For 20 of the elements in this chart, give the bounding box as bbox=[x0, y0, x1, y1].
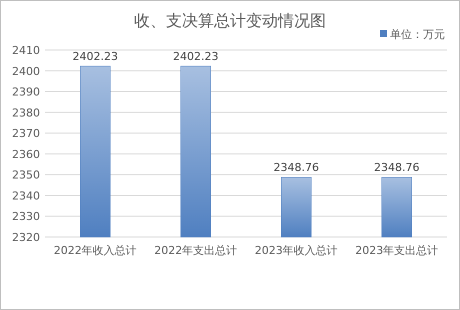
y-tick-label: 2400 bbox=[12, 64, 40, 78]
y-tick-label: 2410 bbox=[12, 44, 40, 57]
y-tick-label: 2390 bbox=[12, 86, 40, 99]
x-tick-label: 2022年支出总计 bbox=[154, 244, 238, 257]
y-tick-label: 2320 bbox=[12, 231, 40, 244]
chart-title: 收、支决算总计变动情况图 bbox=[134, 11, 326, 30]
x-tick-label: 2023年收入总计 bbox=[254, 244, 338, 257]
y-tick-label: 2350 bbox=[12, 168, 40, 182]
data-label: 2348.76 bbox=[374, 161, 420, 174]
x-tick-label: 2023年支出总计 bbox=[355, 244, 438, 257]
data-label: 2348.76 bbox=[274, 161, 319, 174]
y-tick-label: 2340 bbox=[12, 189, 40, 202]
x-tick-label: 2022年收入总计 bbox=[54, 244, 137, 257]
y-tick-label: 2370 bbox=[12, 127, 40, 140]
y-tick-label: 2360 bbox=[12, 148, 40, 161]
legend-label: 单位：万元 bbox=[390, 28, 445, 41]
y-tick-label: 2330 bbox=[12, 210, 40, 224]
y-tick-label: 2380 bbox=[12, 106, 40, 120]
data-label: 2402.23 bbox=[72, 50, 118, 64]
data-label: 2402.23 bbox=[173, 50, 218, 64]
